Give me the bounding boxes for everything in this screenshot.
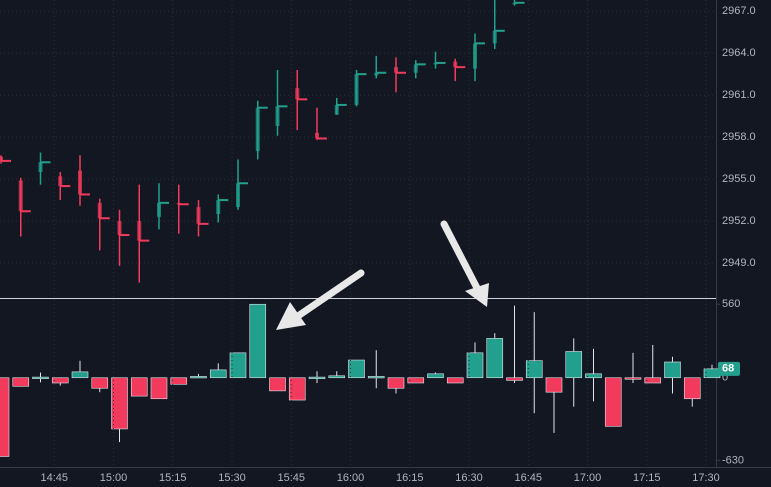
candle-body — [117, 221, 122, 236]
arrow — [276, 269, 365, 330]
price-axis — [716, 0, 771, 487]
delta-bar — [150, 377, 168, 400]
last-value-badge: 68 — [718, 361, 740, 376]
delta-bar — [446, 377, 464, 384]
candle-body — [275, 106, 280, 126]
delta-bar — [683, 377, 701, 400]
candle-body — [413, 64, 418, 73]
candle-body — [354, 74, 359, 105]
candle-body — [236, 183, 240, 208]
delta-bar — [130, 377, 148, 397]
delta-bar — [644, 377, 662, 384]
y-tick-label: 2949.0 — [722, 257, 756, 269]
x-tick-label: 15:15 — [159, 472, 187, 484]
delta-bar — [249, 303, 267, 379]
candle-body — [453, 61, 458, 68]
delta-bar — [348, 359, 365, 379]
x-tick-label: 17:30 — [692, 472, 720, 484]
y-tick-label: 2955.0 — [722, 173, 756, 185]
delta-bar — [407, 377, 425, 384]
candle-body — [295, 88, 300, 100]
y-tick-label: 2964.0 — [722, 47, 756, 59]
x-tick-label: 16:30 — [455, 472, 483, 484]
delta-bar — [71, 371, 89, 379]
delta-bar — [32, 376, 49, 379]
x-tick-label: 17:00 — [574, 472, 602, 484]
delta-bar — [190, 376, 207, 379]
delta-bar — [170, 377, 188, 385]
candle-body — [315, 132, 319, 139]
delta-bar — [269, 377, 286, 392]
y-tick-label: 0 — [722, 372, 728, 384]
delta-bar — [466, 352, 484, 379]
delta-bar — [0, 377, 10, 457]
x-tick-label: 16:45 — [514, 472, 542, 484]
candle-body — [58, 176, 63, 187]
x-tick-label: 16:00 — [337, 472, 365, 484]
y-tick-label: 2958.0 — [722, 131, 756, 143]
delta-bar — [486, 338, 504, 379]
badge-box — [718, 361, 740, 376]
y-tick-label: 2952.0 — [722, 215, 756, 227]
candle-body — [374, 72, 379, 76]
delta-bar — [111, 377, 128, 430]
delta-bar — [12, 377, 30, 387]
candle-body — [0, 156, 3, 161]
x-tick-label: 15:00 — [100, 472, 128, 484]
y-tick-label: -630 — [722, 454, 744, 466]
delta-bar — [367, 376, 385, 379]
delta-bar — [51, 377, 69, 384]
delta-bar — [387, 377, 405, 389]
delta-bar — [545, 377, 563, 393]
delta-bar — [209, 369, 227, 379]
delta-bar — [624, 377, 642, 380]
arrow — [440, 220, 489, 307]
candle-body — [18, 180, 23, 212]
candle-body — [38, 162, 43, 173]
candle-body — [394, 67, 398, 73]
candle-body — [255, 107, 260, 152]
delta-bar — [308, 376, 326, 379]
delta-bar — [664, 361, 681, 379]
x-tick-label: 16:15 — [396, 472, 424, 484]
x-tick-label: 15:45 — [277, 472, 305, 484]
delta-bar — [427, 373, 444, 379]
y-tick-label: 2967.0 — [722, 5, 756, 17]
y-tick-label: 2961.0 — [722, 89, 756, 101]
candle-body — [137, 221, 142, 241]
candle-body — [157, 202, 161, 217]
delta-bar — [565, 351, 583, 379]
delta-bar — [604, 377, 622, 427]
candle-body — [78, 170, 82, 195]
candle-body — [196, 207, 201, 224]
candle-body — [492, 30, 497, 44]
delta-bar — [229, 352, 247, 379]
delta-bar — [525, 360, 543, 379]
x-tick-label: 14:45 — [40, 472, 68, 484]
delta-bar — [506, 377, 523, 381]
delta-bar — [91, 377, 109, 389]
delta-bar — [288, 377, 306, 401]
x-tick-label: 15:30 — [218, 472, 246, 484]
candle-body — [473, 43, 477, 69]
candle-body — [216, 200, 221, 215]
delta-bar — [328, 375, 346, 379]
delta-bar — [585, 373, 602, 379]
candle-body — [97, 202, 102, 219]
last-value-label: 68 — [722, 363, 734, 375]
candle-body — [334, 104, 339, 115]
x-tick-label: 17:15 — [633, 472, 661, 484]
y-tick-label: 560 — [722, 298, 740, 310]
